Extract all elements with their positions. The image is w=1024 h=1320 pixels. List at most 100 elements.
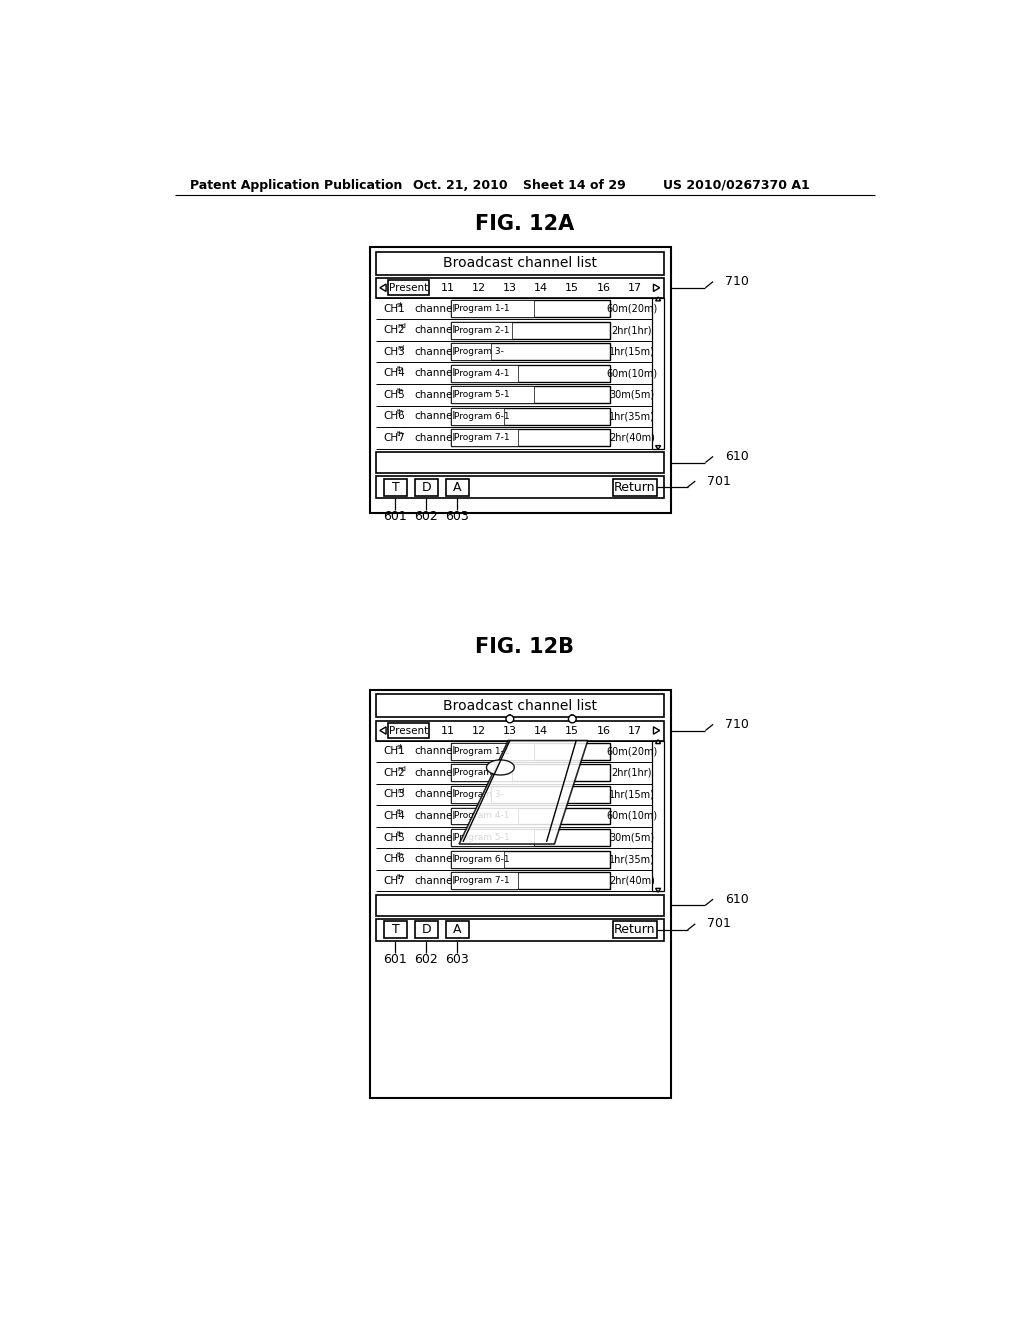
Bar	[452, 408, 504, 425]
Text: 2hr(1hr): 2hr(1hr)	[611, 325, 652, 335]
Text: CH4: CH4	[384, 368, 406, 379]
Bar	[388, 280, 429, 296]
Text: 13: 13	[503, 726, 517, 735]
Text: Program 7-1: Program 7-1	[454, 433, 509, 442]
Text: 12: 12	[472, 726, 485, 735]
Bar	[452, 300, 610, 317]
Bar	[452, 785, 490, 803]
Text: channel: channel	[415, 325, 456, 335]
Text: th: th	[397, 809, 404, 816]
Bar	[452, 387, 534, 404]
Text: 12: 12	[472, 282, 485, 293]
Bar	[452, 850, 504, 867]
Text: Oct. 21, 2010: Oct. 21, 2010	[414, 178, 508, 191]
Polygon shape	[380, 284, 386, 292]
Bar	[652, 741, 665, 891]
Text: CH5: CH5	[384, 833, 406, 842]
Bar	[376, 919, 665, 941]
Text: th: th	[397, 367, 404, 372]
Bar	[452, 873, 518, 890]
Text: nd: nd	[397, 766, 406, 772]
Bar	[376, 694, 665, 718]
Text: Program 3-: Program 3-	[454, 347, 504, 356]
Polygon shape	[655, 888, 660, 892]
Text: Program 2-1: Program 2-1	[454, 326, 509, 334]
Text: 603: 603	[445, 510, 469, 523]
Text: th: th	[397, 830, 404, 837]
Bar	[452, 808, 518, 825]
Bar	[452, 364, 518, 381]
Text: 14: 14	[534, 282, 548, 293]
Text: channel: channel	[415, 746, 456, 756]
Text: 15: 15	[565, 282, 580, 293]
Text: A: A	[454, 924, 462, 936]
Text: 601: 601	[384, 953, 408, 966]
Text: Program 6-1: Program 6-1	[454, 854, 509, 863]
Text: 1hr(15m): 1hr(15m)	[609, 789, 654, 800]
Bar	[452, 808, 610, 825]
Text: 2hr(40m): 2hr(40m)	[609, 875, 654, 886]
Text: D: D	[422, 480, 431, 494]
Bar	[415, 479, 438, 496]
Bar	[376, 252, 665, 275]
Bar	[452, 743, 534, 760]
Text: Present: Present	[389, 282, 428, 293]
Bar	[452, 743, 610, 760]
Bar	[452, 829, 610, 846]
Text: CH7: CH7	[384, 875, 406, 886]
Bar	[452, 322, 512, 339]
Polygon shape	[653, 727, 659, 734]
Text: channel: channel	[415, 347, 456, 356]
Text: Return: Return	[614, 924, 655, 936]
Text: Program 7-1: Program 7-1	[454, 876, 509, 886]
Text: 710: 710	[725, 718, 749, 731]
Bar	[452, 764, 610, 781]
Text: channel: channel	[415, 433, 456, 444]
Text: 2: 2	[570, 714, 574, 723]
Text: 710: 710	[725, 275, 749, 288]
Text: 603: 603	[445, 953, 469, 966]
Polygon shape	[655, 297, 660, 301]
Text: channel: channel	[415, 789, 456, 800]
Text: CH7: CH7	[384, 433, 406, 444]
Bar	[452, 343, 490, 360]
Text: D: D	[422, 924, 431, 936]
Text: Program 4-1: Program 4-1	[454, 812, 509, 821]
Text: 15: 15	[565, 726, 580, 735]
Text: 701: 701	[707, 917, 731, 931]
Bar	[452, 364, 610, 381]
Bar	[376, 451, 665, 474]
Bar	[652, 298, 665, 449]
Text: 17: 17	[628, 726, 642, 735]
Bar	[445, 479, 469, 496]
Text: Sheet 14 of 29: Sheet 14 of 29	[523, 178, 626, 191]
Bar	[452, 829, 534, 846]
Text: 60m(10m): 60m(10m)	[606, 810, 657, 821]
Text: channel: channel	[415, 389, 456, 400]
Text: Program 5-1: Program 5-1	[454, 833, 509, 842]
Text: channel: channel	[415, 833, 456, 842]
Bar	[452, 408, 610, 425]
Text: CH2: CH2	[384, 768, 406, 777]
Text: CH1: CH1	[384, 304, 406, 314]
Text: FIG. 12A: FIG. 12A	[475, 214, 574, 234]
Text: 610: 610	[725, 450, 749, 463]
Bar	[384, 921, 407, 939]
Text: 14: 14	[534, 726, 548, 735]
Bar	[452, 300, 534, 317]
Bar	[452, 429, 518, 446]
Text: 1hr(15m): 1hr(15m)	[609, 347, 654, 356]
Bar	[452, 343, 610, 360]
Bar	[613, 921, 656, 939]
Text: Program 6-1: Program 6-1	[454, 412, 509, 421]
Text: 2hr(1hr): 2hr(1hr)	[611, 768, 652, 777]
Text: Broadcast channel list: Broadcast channel list	[443, 698, 597, 713]
Text: CH3: CH3	[384, 789, 406, 800]
Text: 60m(10m): 60m(10m)	[606, 368, 657, 379]
Text: Program 2-1: Program 2-1	[454, 768, 509, 777]
Text: th: th	[397, 432, 404, 437]
Text: CH2: CH2	[384, 325, 406, 335]
Polygon shape	[380, 727, 386, 734]
Bar	[376, 277, 665, 298]
Text: FIG. 12B: FIG. 12B	[475, 638, 574, 657]
